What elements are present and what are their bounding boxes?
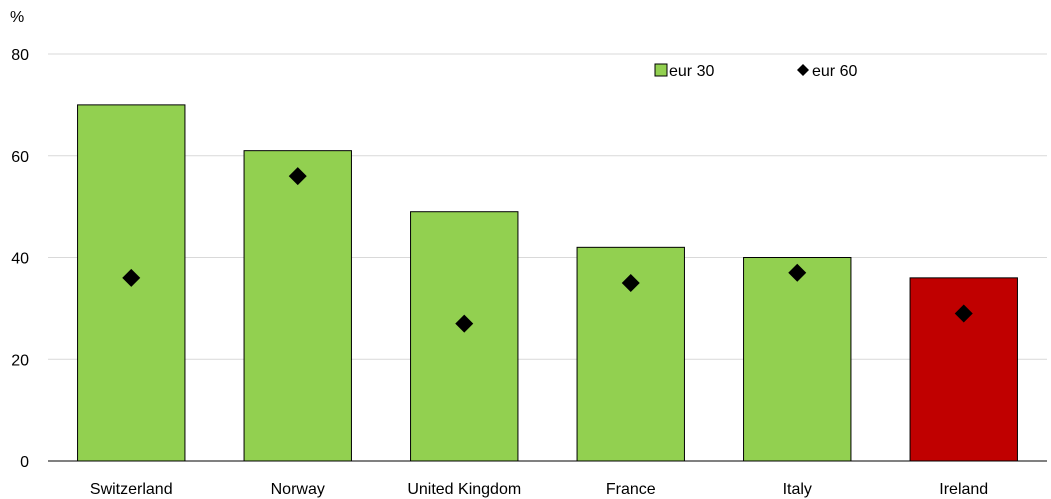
legend-label-eur-30: eur 30 (669, 63, 714, 80)
legend-swatch-eur-30 (654, 63, 668, 77)
y-tick-label: 40 (11, 251, 29, 268)
marker-switzerland (122, 268, 141, 287)
y-axis-unit-label: % (10, 9, 24, 26)
gridlines (48, 53, 1047, 360)
bars (77, 104, 1018, 462)
y-tick-label: 20 (11, 352, 29, 369)
x-tick-label: United Kingdom (407, 481, 521, 498)
x-tick-label: France (606, 481, 656, 498)
x-tick-label: Italy (783, 481, 812, 498)
x-axis-ticks: Switzerland Norway United Kingdom France Ita… (90, 481, 988, 498)
bar-norway (243, 150, 352, 462)
legend-swatch-eur-60 (797, 64, 809, 76)
y-axis-ticks: 0 20 40 60 80 (11, 47, 29, 471)
bar-italy (743, 257, 852, 462)
legend: eur 30 eur 60 (654, 63, 857, 80)
x-tick-label: Switzerland (90, 481, 173, 498)
y-tick-label: 60 (11, 149, 29, 166)
marker-italy (788, 263, 807, 282)
diamond-markers (122, 167, 973, 333)
marker-ireland (954, 304, 973, 323)
y-tick-label: 0 (20, 454, 29, 471)
marker-france (621, 273, 640, 292)
y-tick-label: 80 (11, 47, 29, 64)
legend-label-eur-60: eur 60 (812, 63, 857, 80)
bar-united-kingdom (410, 211, 519, 462)
marker-norway (288, 167, 307, 186)
x-tick-label: Norway (271, 481, 325, 498)
x-tick-label: Ireland (939, 481, 988, 498)
marker-united-kingdom (455, 314, 474, 333)
